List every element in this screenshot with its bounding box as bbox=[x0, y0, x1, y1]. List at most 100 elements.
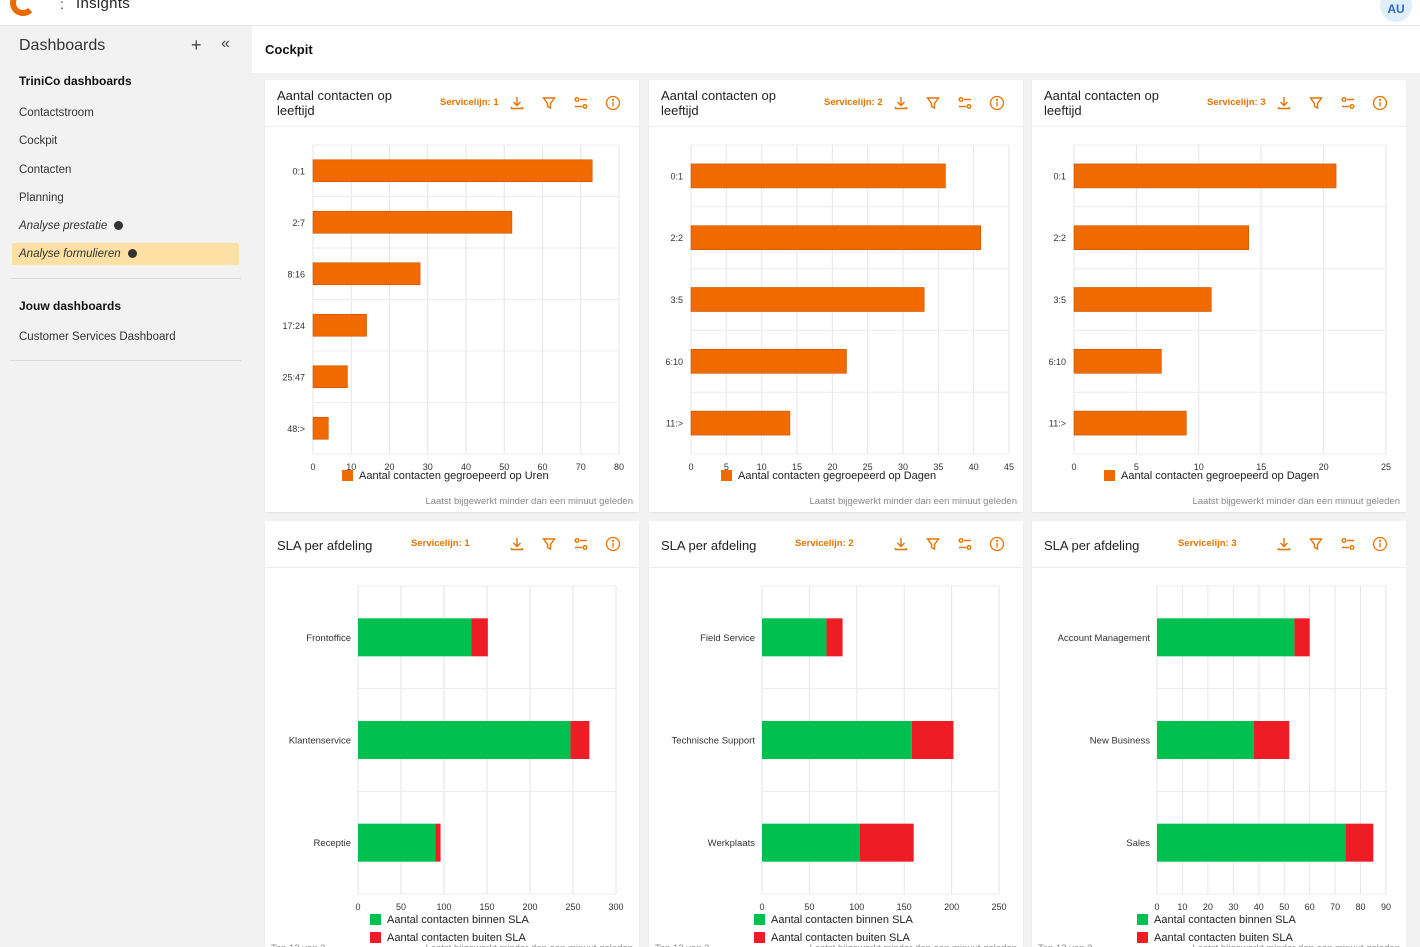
bar-value[interactable] bbox=[1073, 349, 1162, 374]
filter-icon[interactable] bbox=[1308, 95, 1324, 111]
settings-sliders-icon[interactable] bbox=[573, 536, 589, 552]
bar-value[interactable] bbox=[312, 159, 593, 183]
legend-swatch bbox=[754, 914, 765, 925]
legend-label[interactable]: Aantal contacten binnen SLA bbox=[771, 914, 914, 926]
servicelijn-filter-badge[interactable]: Servicelijn: 3 bbox=[1207, 97, 1266, 108]
bar-value[interactable] bbox=[690, 225, 982, 250]
bar-value[interactable] bbox=[1073, 225, 1250, 250]
dashboard-card: Aantal contacten op leeftijd Servicelijn:… bbox=[1032, 80, 1406, 512]
info-icon[interactable] bbox=[605, 95, 621, 111]
category-label: New Business bbox=[1090, 736, 1150, 747]
sidebar-item-analyse-formulieren[interactable]: Analyse formulieren bbox=[12, 243, 239, 265]
bar-within-sla[interactable] bbox=[762, 721, 912, 759]
x-tick-label: 200 bbox=[522, 902, 537, 912]
bar-chart: 0:1 2:7 8:16 17:24 25:47 48:> 0 10 20 30 40 50 60 70 8… bbox=[282, 144, 624, 482]
info-icon[interactable] bbox=[989, 95, 1005, 111]
legend-label[interactable]: Aantal contacten gegroepeerd op Dagen bbox=[738, 470, 936, 482]
settings-sliders-icon[interactable] bbox=[957, 95, 973, 111]
card-header: Aantal contacten op leeftijd Servicelijn:… bbox=[265, 80, 639, 127]
bar-value[interactable] bbox=[690, 163, 946, 189]
plus-icon[interactable]: + bbox=[191, 35, 202, 55]
legend-label[interactable]: Aantal contacten binnen SLA bbox=[1154, 914, 1297, 926]
bar-outside-sla[interactable] bbox=[570, 721, 590, 759]
bar-within-sla[interactable] bbox=[762, 823, 860, 862]
legend-label[interactable]: Aantal contacten buiten SLA bbox=[387, 932, 526, 944]
filter-icon[interactable] bbox=[541, 536, 557, 552]
x-tick-label: 10 bbox=[1194, 462, 1204, 472]
bar-value[interactable] bbox=[312, 210, 513, 234]
category-label: 6:10 bbox=[1048, 357, 1066, 367]
sidebar-item-contactstroom[interactable]: Contactstroom bbox=[12, 102, 239, 124]
download-icon[interactable] bbox=[893, 95, 909, 111]
info-icon[interactable] bbox=[605, 536, 621, 552]
legend-label[interactable]: Aantal contacten gegroepeerd op Uren bbox=[359, 470, 549, 482]
bar-within-sla[interactable] bbox=[358, 618, 472, 657]
bar-value[interactable] bbox=[690, 349, 847, 374]
bar-outside-sla[interactable] bbox=[826, 618, 843, 657]
bar-within-sla[interactable] bbox=[358, 823, 436, 862]
servicelijn-filter-badge[interactable]: Servicelijn: 1 bbox=[411, 538, 470, 549]
bar-outside-sla[interactable] bbox=[471, 618, 488, 657]
bar-within-sla[interactable] bbox=[1157, 618, 1295, 657]
bar-value[interactable] bbox=[312, 262, 421, 286]
settings-sliders-icon[interactable] bbox=[1340, 95, 1356, 111]
download-icon[interactable] bbox=[509, 536, 525, 552]
card-title: Aantal contacten op leeftijd bbox=[1044, 88, 1159, 118]
bar-value[interactable] bbox=[1073, 287, 1212, 312]
bar-value[interactable] bbox=[312, 365, 348, 389]
legend-label[interactable]: Aantal contacten gegroepeerd op Dagen bbox=[1121, 470, 1319, 482]
bar-outside-sla[interactable] bbox=[1294, 618, 1310, 657]
category-label: Klantenservice bbox=[289, 736, 351, 747]
servicelijn-filter-badge[interactable]: Servicelijn: 3 bbox=[1178, 538, 1237, 549]
bar-within-sla[interactable] bbox=[1157, 721, 1254, 759]
bar-value[interactable] bbox=[312, 313, 367, 337]
app-logo[interactable] bbox=[10, 0, 36, 16]
servicelijn-filter-badge[interactable]: Servicelijn: 2 bbox=[795, 538, 854, 549]
bar-value[interactable] bbox=[690, 410, 791, 436]
bar-outside-sla[interactable] bbox=[435, 823, 441, 862]
settings-sliders-icon[interactable] bbox=[957, 536, 973, 552]
legend-swatch bbox=[1104, 470, 1115, 481]
legend-label[interactable]: Aantal contacten binnen SLA bbox=[387, 914, 530, 926]
servicelijn-filter-badge[interactable]: Servicelijn: 1 bbox=[440, 97, 499, 108]
bar-chart: Frontoffice Klantenservice Receptie 0 50 100 1… bbox=[289, 585, 624, 944]
info-icon[interactable] bbox=[1372, 536, 1388, 552]
sidebar-item-customer-services[interactable]: Customer Services Dashboard bbox=[19, 331, 176, 343]
bar-within-sla[interactable] bbox=[762, 618, 827, 657]
bar-within-sla[interactable] bbox=[1157, 823, 1346, 862]
double-chevron-left-icon[interactable]: « bbox=[221, 35, 230, 52]
category-label: 6:10 bbox=[665, 357, 683, 367]
x-tick-label: 0 bbox=[759, 902, 764, 912]
info-icon[interactable] bbox=[989, 536, 1005, 552]
filter-icon[interactable] bbox=[1308, 536, 1324, 552]
bar-value[interactable] bbox=[312, 416, 329, 440]
download-icon[interactable] bbox=[509, 95, 525, 111]
servicelijn-filter-badge[interactable]: Servicelijn: 2 bbox=[824, 97, 883, 108]
download-icon[interactable] bbox=[1276, 536, 1292, 552]
filter-icon[interactable] bbox=[925, 536, 941, 552]
filter-icon[interactable] bbox=[925, 95, 941, 111]
sidebar-divider bbox=[10, 360, 241, 361]
sidebar-item-analyse-prestatie[interactable]: Analyse prestatie bbox=[12, 215, 239, 237]
download-icon[interactable] bbox=[893, 536, 909, 552]
bar-outside-sla[interactable] bbox=[1345, 823, 1374, 862]
legend-label[interactable]: Aantal contacten buiten SLA bbox=[771, 932, 910, 944]
bar-outside-sla[interactable] bbox=[859, 823, 914, 862]
category-label: 0:1 bbox=[670, 171, 683, 181]
bar-value[interactable] bbox=[1073, 410, 1187, 436]
legend-label[interactable]: Aantal contacten buiten SLA bbox=[1154, 932, 1293, 944]
bar-within-sla[interactable] bbox=[358, 721, 571, 759]
settings-sliders-icon[interactable] bbox=[1340, 536, 1356, 552]
info-icon[interactable] bbox=[1372, 95, 1388, 111]
settings-sliders-icon[interactable] bbox=[573, 95, 589, 111]
bar-value[interactable] bbox=[690, 287, 925, 312]
sidebar-item-cockpit[interactable]: Cockpit bbox=[12, 130, 239, 152]
download-icon[interactable] bbox=[1276, 95, 1292, 111]
avatar[interactable]: AU bbox=[1380, 0, 1412, 22]
filter-icon[interactable] bbox=[541, 95, 557, 111]
bar-value[interactable] bbox=[1073, 163, 1337, 189]
sidebar-item-planning[interactable]: Planning bbox=[12, 187, 239, 209]
bar-outside-sla[interactable] bbox=[911, 721, 954, 759]
bar-outside-sla[interactable] bbox=[1253, 721, 1290, 759]
sidebar-item-contacten[interactable]: Contacten bbox=[12, 159, 239, 181]
